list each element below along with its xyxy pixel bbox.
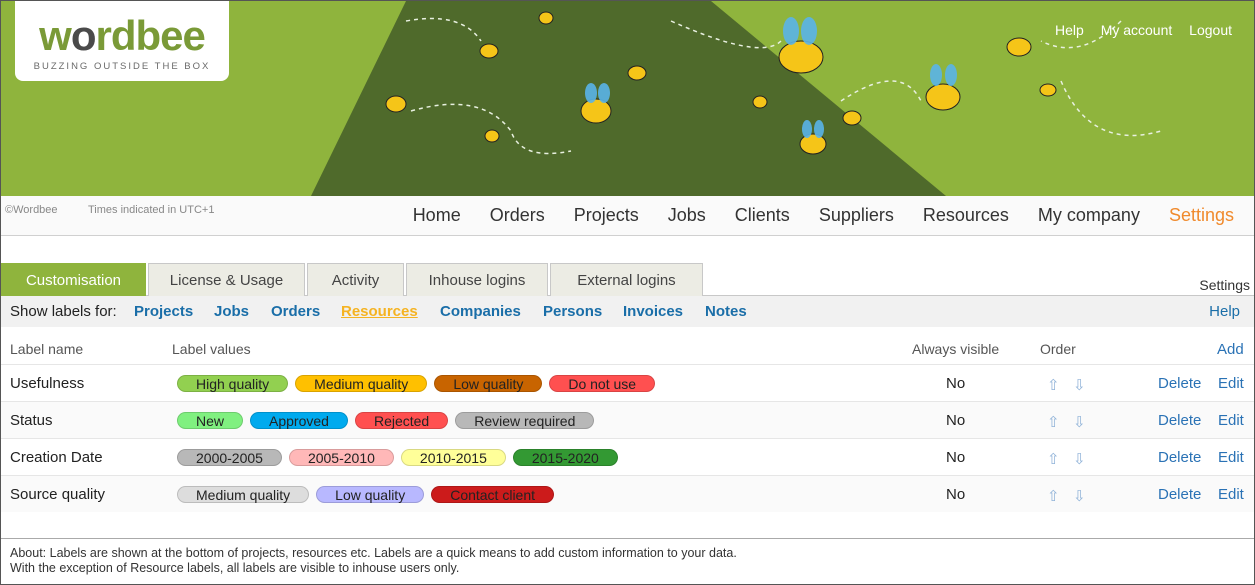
- move-up-icon[interactable]: ⇧: [1047, 451, 1060, 468]
- nav-clients[interactable]: Clients: [734, 205, 790, 225]
- label-pill: Medium quality: [295, 375, 428, 392]
- label-pill: Rejected: [354, 412, 449, 429]
- label-pill: Do not use: [549, 375, 656, 392]
- copyright: ©Wordbee: [5, 204, 58, 216]
- tab-license-usage[interactable]: License & Usage: [148, 263, 305, 296]
- nav-bar: ©Wordbee Times indicated in UTC+1 Home O…: [1, 196, 1254, 236]
- label-name: Creation Date: [10, 449, 103, 466]
- tab-inhouse-logins[interactable]: Inhouse logins: [406, 263, 548, 296]
- label-name: Usefulness: [10, 375, 85, 392]
- nav-suppliers[interactable]: Suppliers: [818, 205, 894, 225]
- edit-button[interactable]: Edit: [1218, 412, 1244, 429]
- nav-settings[interactable]: Settings: [1168, 205, 1234, 225]
- timezone-note: Times indicated in UTC+1: [88, 204, 215, 216]
- logo-tagline: BUZZING OUTSIDE THE BOX: [33, 61, 211, 72]
- add-label-button[interactable]: Add: [1217, 341, 1244, 358]
- label-values: 2000-2005 2005-2010 2010-2015 2015-2020: [177, 449, 618, 466]
- tab-external-logins[interactable]: External logins: [550, 263, 703, 296]
- move-up-icon[interactable]: ⇧: [1047, 414, 1060, 431]
- labels-invoices[interactable]: Invoices: [623, 303, 684, 320]
- edit-button[interactable]: Edit: [1218, 449, 1244, 466]
- logout-link[interactable]: Logout: [1189, 22, 1232, 38]
- move-up-icon[interactable]: ⇧: [1047, 488, 1060, 505]
- move-down-icon[interactable]: ⇩: [1073, 414, 1086, 431]
- label-pill: Approved: [250, 412, 348, 429]
- always-visible-value: No: [946, 412, 966, 429]
- delete-button[interactable]: Delete: [1158, 412, 1202, 429]
- section-title: Settings: [1199, 277, 1250, 293]
- nav-orders[interactable]: Orders: [489, 205, 545, 225]
- wordbee-logo[interactable]: wordbee BUZZING OUTSIDE THE BOX: [15, 1, 229, 81]
- nav-home[interactable]: Home: [412, 205, 461, 225]
- col-order: Order: [1040, 341, 1076, 357]
- label-pill: High quality: [177, 375, 289, 392]
- table-row: Creation Date 2000-2005 2005-2010 2010-201…: [1, 438, 1254, 475]
- nav-jobs[interactable]: Jobs: [667, 205, 706, 225]
- label-pill: 2005-2010: [288, 449, 394, 466]
- label-name: Source quality: [10, 486, 106, 503]
- labels-companies[interactable]: Companies: [440, 303, 521, 320]
- bees-illustration: [311, 1, 1162, 196]
- label-values: New Approved Rejected Review required: [177, 412, 595, 429]
- my-account-link[interactable]: My account: [1100, 22, 1173, 38]
- table-row: Status New Approved Rejected Review require…: [1, 401, 1254, 438]
- label-pill: 2015-2020: [512, 449, 618, 466]
- top-links: Help My account Logout: [1042, 22, 1232, 38]
- label-values: Medium quality Low quality Contact client: [177, 486, 555, 503]
- move-down-icon[interactable]: ⇩: [1073, 488, 1086, 505]
- settings-tabs: Customisation License & Usage Activity I…: [1, 263, 1254, 296]
- col-label-values: Label values: [172, 341, 251, 357]
- label-pill: Low quality: [316, 486, 425, 503]
- label-values: High quality Medium quality Low quality Do …: [177, 375, 656, 392]
- label-pill: New: [177, 412, 244, 429]
- nav-projects[interactable]: Projects: [573, 205, 639, 225]
- label-pill: Low quality: [434, 375, 543, 392]
- labels-notes[interactable]: Notes: [705, 303, 747, 320]
- tab-customisation[interactable]: Customisation: [1, 263, 146, 296]
- label-pill: 2000-2005: [177, 449, 282, 466]
- label-pill: Review required: [455, 412, 595, 429]
- nav-my-company[interactable]: My company: [1037, 205, 1140, 225]
- move-up-icon[interactable]: ⇧: [1047, 377, 1060, 394]
- table-row: Source quality Medium quality Low quality…: [1, 475, 1254, 512]
- label-pill: 2010-2015: [400, 449, 506, 466]
- table-row: Usefulness High quality Medium quality Low…: [1, 364, 1254, 401]
- main-nav: Home Orders Projects Jobs Clients Suppli…: [384, 205, 1234, 226]
- labels-persons[interactable]: Persons: [543, 303, 603, 320]
- help-link-labels[interactable]: Help: [1209, 303, 1240, 320]
- col-always-visible: Always visible: [912, 341, 1000, 357]
- nav-resources[interactable]: Resources: [922, 205, 1009, 225]
- tab-activity[interactable]: Activity: [307, 263, 404, 296]
- delete-button[interactable]: Delete: [1158, 486, 1202, 503]
- label-pill: Medium quality: [177, 486, 310, 503]
- about-note: About: Labels are shown at the bottom of…: [1, 538, 1254, 583]
- always-visible-value: No: [946, 375, 966, 392]
- labels-projects[interactable]: Projects: [134, 303, 194, 320]
- header-banner: wordbee BUZZING OUTSIDE THE BOX Help My …: [1, 1, 1254, 196]
- delete-button[interactable]: Delete: [1158, 449, 1202, 466]
- help-link[interactable]: Help: [1055, 22, 1084, 38]
- always-visible-value: No: [946, 449, 966, 466]
- always-visible-value: No: [946, 486, 966, 503]
- label-name: Status: [10, 412, 53, 429]
- label-pill: Contact client: [431, 486, 555, 503]
- move-down-icon[interactable]: ⇩: [1073, 377, 1086, 394]
- delete-button[interactable]: Delete: [1158, 375, 1202, 392]
- col-label-name: Label name: [10, 341, 84, 357]
- label-type-bar: Show labels for: Projects Jobs Orders Re…: [1, 296, 1254, 327]
- labels-resources[interactable]: Resources: [341, 303, 418, 320]
- show-labels-for: Show labels for:: [10, 303, 117, 320]
- move-down-icon[interactable]: ⇩: [1073, 451, 1086, 468]
- labels-orders[interactable]: Orders: [271, 303, 321, 320]
- edit-button[interactable]: Edit: [1218, 375, 1244, 392]
- labels-jobs[interactable]: Jobs: [214, 303, 250, 320]
- edit-button[interactable]: Edit: [1218, 486, 1244, 503]
